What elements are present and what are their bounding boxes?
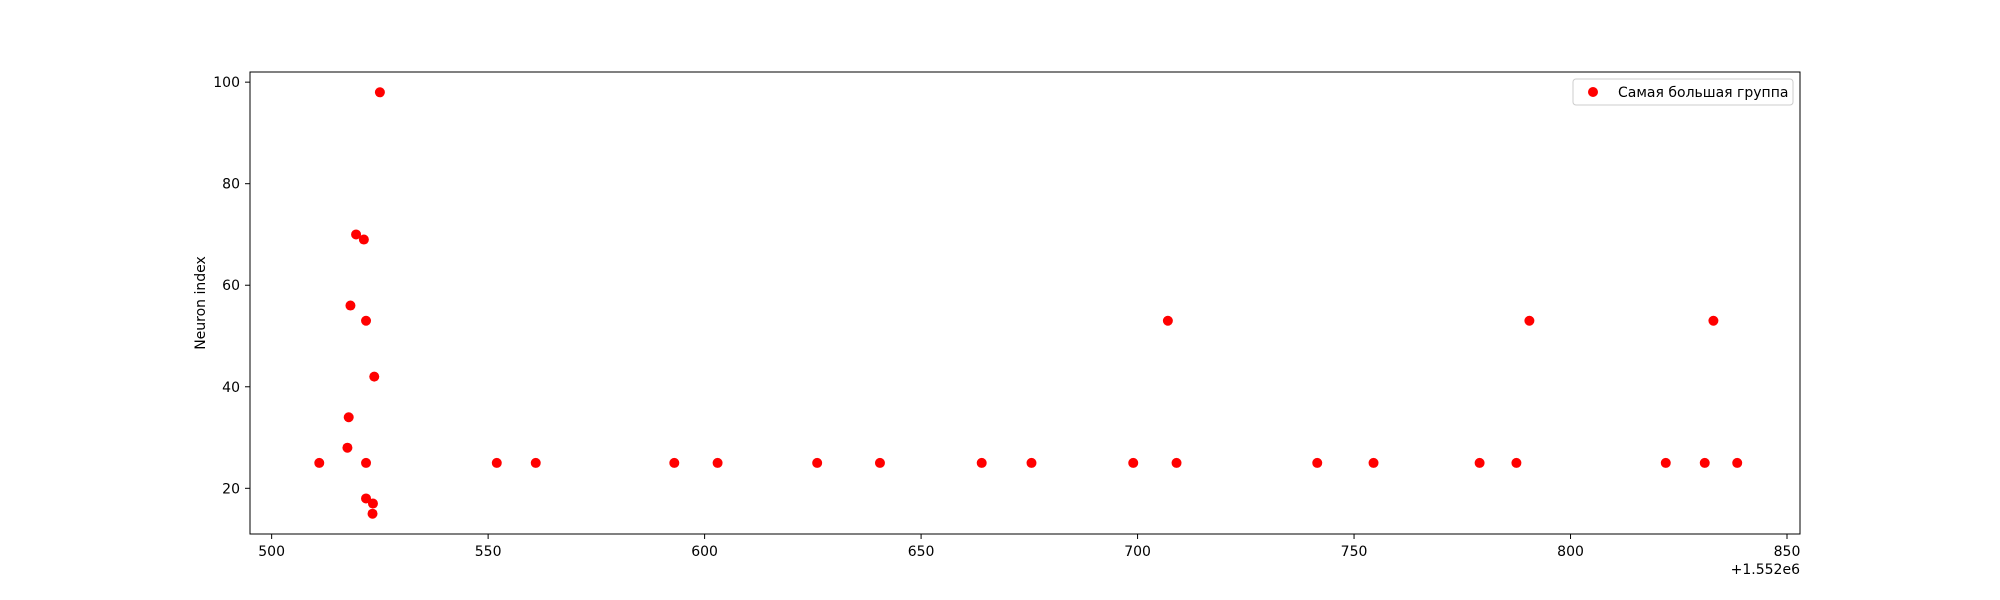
data-point: [367, 508, 378, 519]
x-tick-label: 850: [1774, 544, 1801, 560]
data-point: [1732, 457, 1743, 468]
data-point: [314, 457, 325, 468]
data-point: [1128, 457, 1139, 468]
data-point: [712, 457, 723, 468]
data-point: [361, 457, 372, 468]
x-tick-label: 600: [691, 544, 718, 560]
data-point: [874, 457, 885, 468]
data-points: [314, 87, 1743, 519]
data-point: [369, 371, 380, 382]
y-tick-label: 80: [222, 177, 240, 193]
y-axis-ticks: 20 40 60 80 100: [213, 75, 250, 497]
legend-box: [1572, 78, 1794, 106]
data-point: [1524, 315, 1535, 326]
data-point: [343, 412, 354, 423]
x-tick-label: 650: [908, 544, 935, 560]
legend-marker: [1588, 87, 1598, 97]
data-point: [1368, 457, 1379, 468]
x-tick-label: 700: [1124, 544, 1151, 560]
data-point: [1312, 457, 1323, 468]
data-point: [367, 498, 378, 509]
data-point: [345, 300, 356, 311]
plot-frame: [249, 71, 1801, 535]
y-axis-label: Neuron index: [193, 256, 209, 350]
data-point: [669, 457, 680, 468]
x-offset-label: +1.552e6: [1731, 562, 1800, 578]
data-point: [342, 442, 353, 453]
data-point: [1171, 457, 1182, 468]
data-point: [1660, 457, 1671, 468]
data-point: [351, 229, 362, 240]
data-point: [491, 457, 502, 468]
data-point: [1026, 457, 1037, 468]
data-point: [530, 457, 541, 468]
legend: Самая большая группа: [1572, 78, 1794, 106]
y-tick-label: 20: [222, 481, 240, 497]
data-point: [1511, 457, 1522, 468]
data-point: [358, 234, 369, 245]
x-axis-ticks: 500 550 600 650 700 750 800 850: [258, 534, 1800, 560]
legend-label: Самая большая группа: [1618, 85, 1788, 101]
plot-area: [250, 72, 1800, 534]
y-tick-label: 40: [222, 380, 240, 396]
data-point: [1474, 457, 1485, 468]
data-point: [361, 315, 372, 326]
y-tick-label: 100: [213, 75, 240, 91]
data-point: [1699, 457, 1710, 468]
data-point: [1708, 315, 1719, 326]
data-point: [374, 87, 385, 98]
x-tick-label: 550: [475, 544, 502, 560]
x-tick-label: 800: [1557, 544, 1584, 560]
data-point: [976, 457, 987, 468]
data-point: [1162, 315, 1173, 326]
data-point: [361, 493, 372, 504]
x-tick-label: 500: [258, 544, 285, 560]
data-point: [812, 457, 823, 468]
x-tick-label: 750: [1341, 544, 1368, 560]
y-tick-label: 60: [222, 278, 240, 294]
